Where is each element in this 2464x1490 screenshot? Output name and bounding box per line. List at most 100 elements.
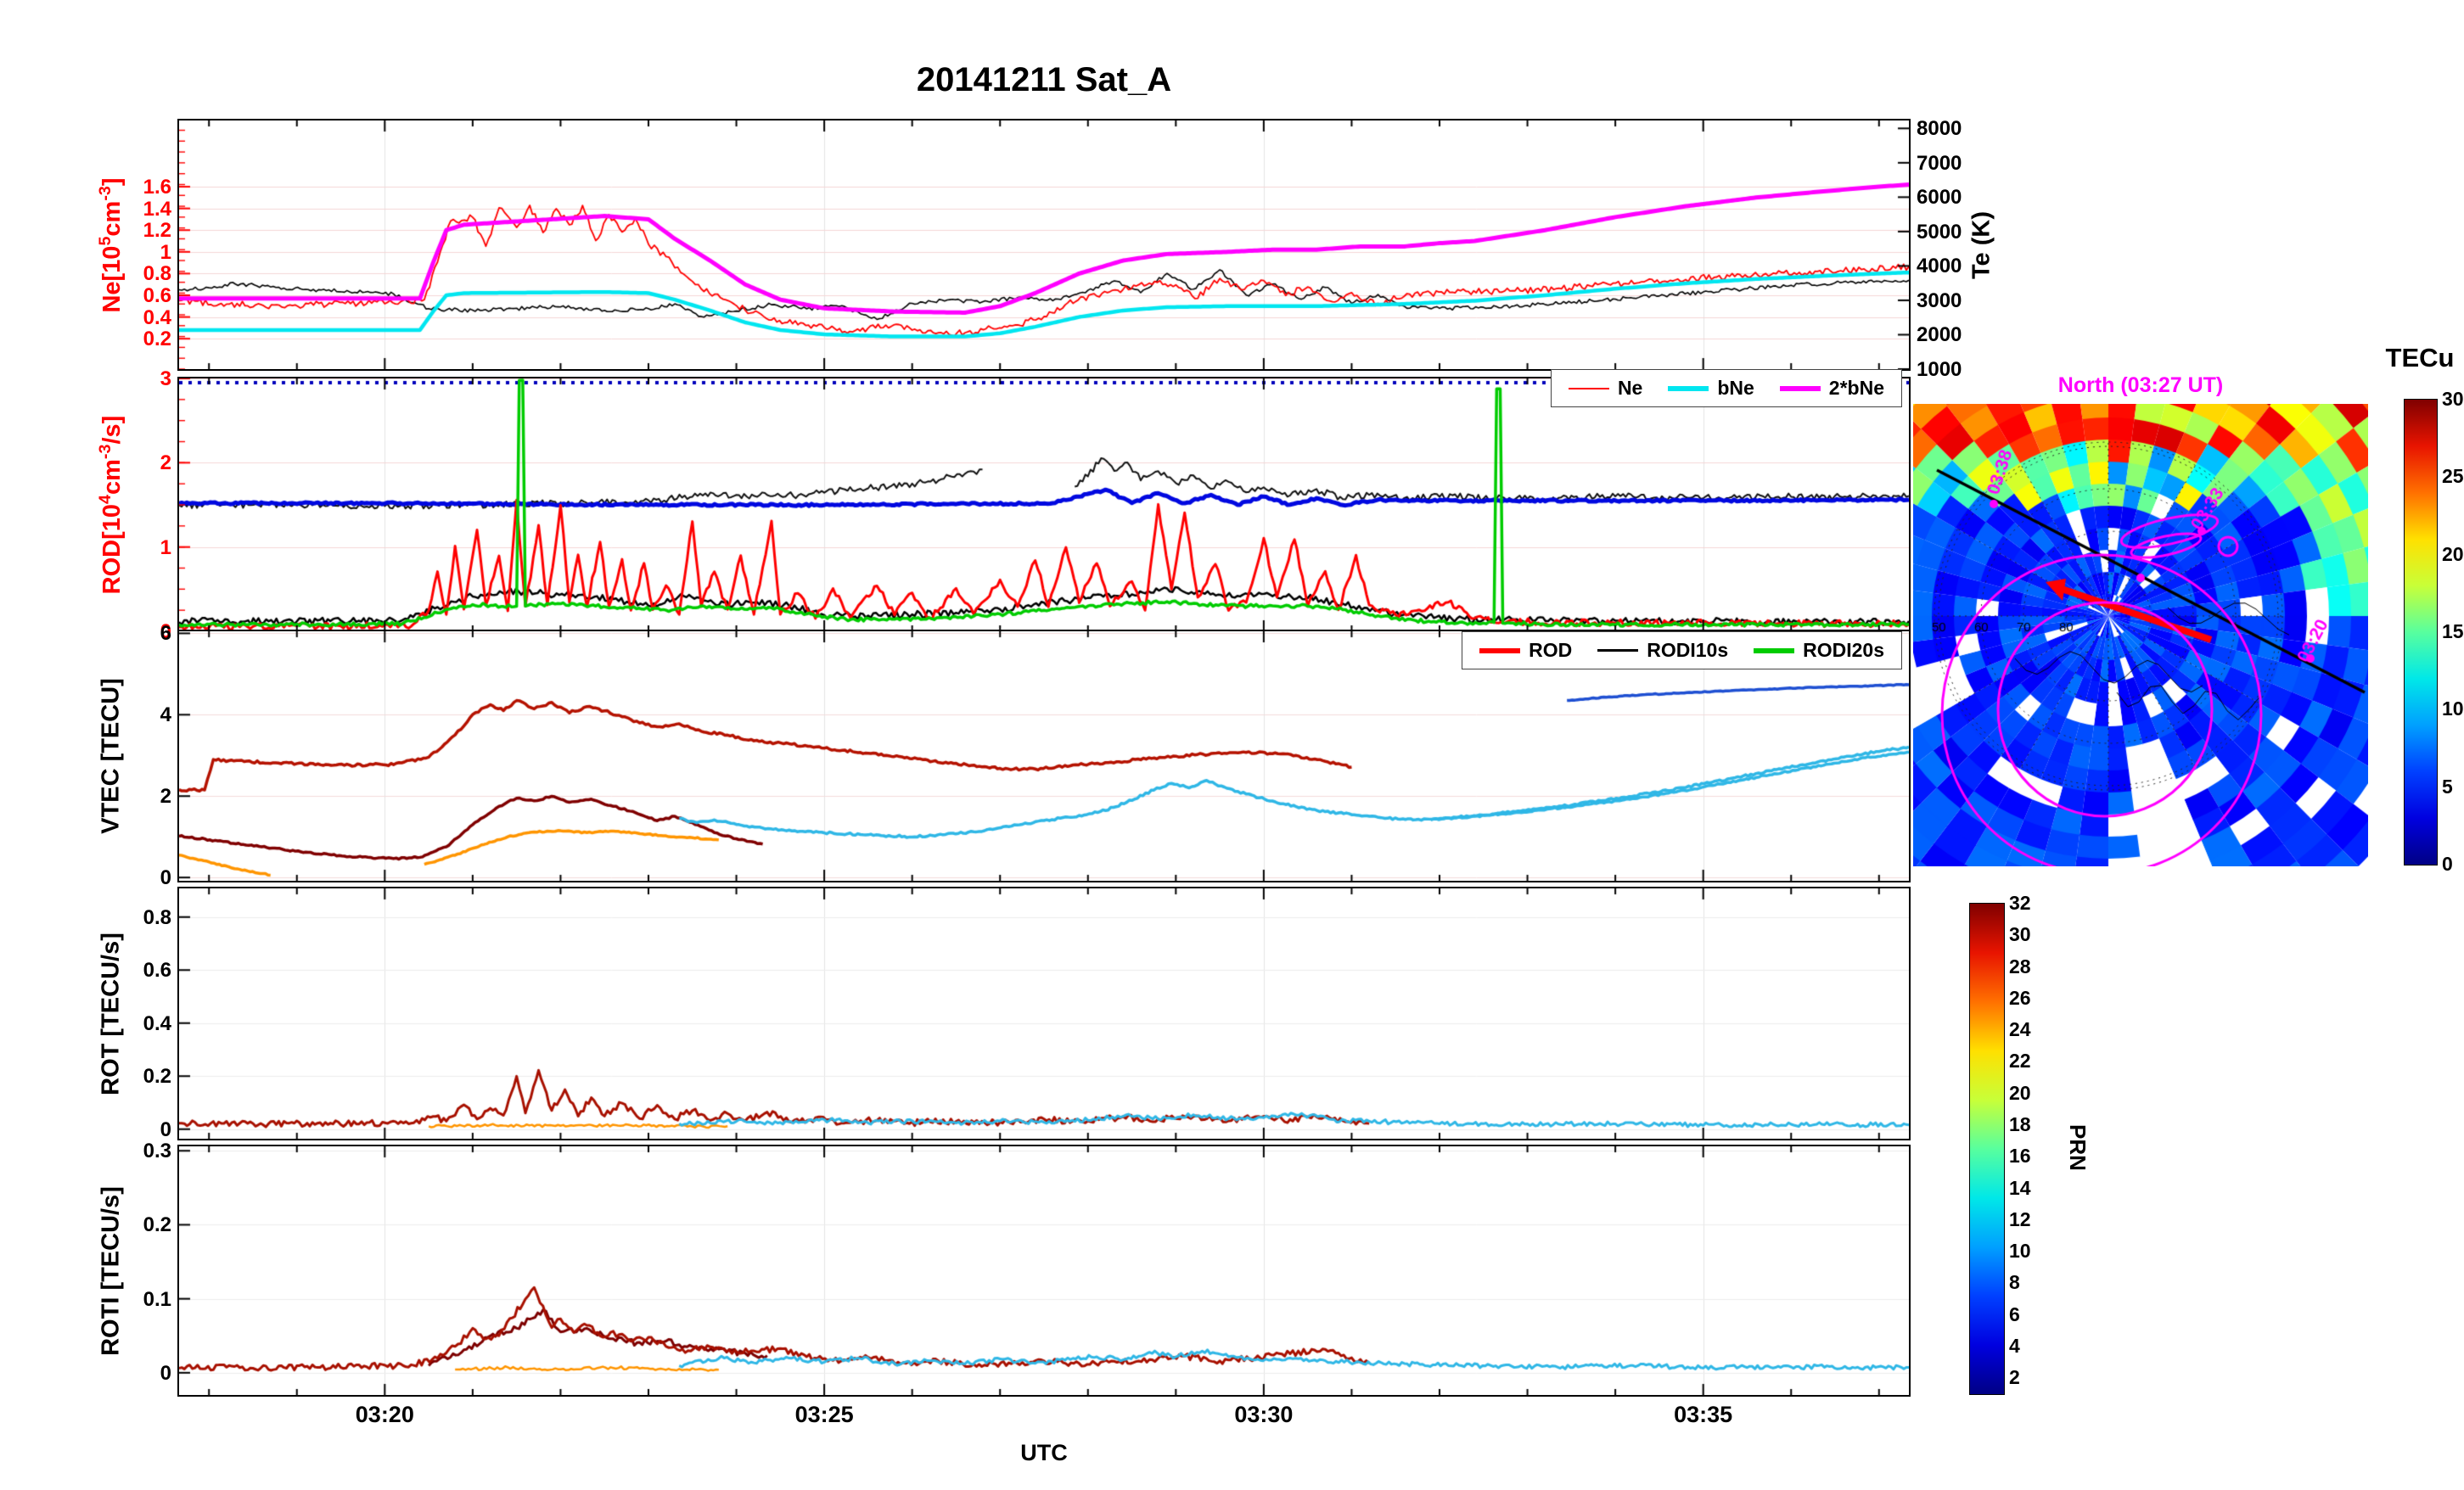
bne-line-swatch <box>1668 385 1709 391</box>
xtick-label: 03:30 <box>1234 1402 1294 1427</box>
prn-colorbar-tick: 26 <box>2009 986 2031 1009</box>
xtick-label: 03:20 <box>355 1402 414 1427</box>
ytick-label-right: 8000 <box>1917 117 1962 141</box>
ne-te-plot-canvas <box>179 120 1909 369</box>
rod-line-swatch <box>1479 647 1521 653</box>
tec-colorbar-tick: 15 <box>2442 620 2464 642</box>
prn-colorbar-tick: 22 <box>2009 1050 2031 1073</box>
tec-colorbar-tick: 0 <box>2442 853 2453 875</box>
ytick-label: 0.8 <box>143 262 171 286</box>
xtick-label: 03:35 <box>1674 1402 1733 1427</box>
x-axis-label: UTC <box>1020 1440 1068 1465</box>
tec-colorbar-tick: 30 <box>2442 388 2464 410</box>
ytick-label: 0.3 <box>143 1140 171 1163</box>
panel-ne-te: Ne[105cm-3] Te (K) Ne bNe 2*bNe 1.6 1.4 1.… <box>96 118 1995 407</box>
prn-colorbar-tick: 24 <box>2009 1018 2031 1041</box>
tec-colorbar-tick: 5 <box>2442 775 2453 798</box>
ytick-label: 0.8 <box>143 905 171 929</box>
ytick-label: 0.6 <box>143 959 171 983</box>
legend-item-2bne: 2*bNe <box>1779 377 1884 400</box>
te-axis-label: Te (K) <box>1967 210 1995 279</box>
ytick-label: 0.2 <box>143 328 171 351</box>
ytick-label: 0 <box>160 866 171 890</box>
prn-colorbar-tick: 18 <box>2009 1113 2031 1136</box>
prn-colorbar-tick: 30 <box>2009 923 2031 946</box>
panel-vtec: VTEC [TECU] 6 4 2 0 <box>98 623 1911 889</box>
rot-plot-canvas <box>179 888 1909 1139</box>
tec-colorbar <box>2404 399 2438 865</box>
legend-item-rodi20s: RODI20s <box>1754 639 1884 662</box>
ytick-label: 1 <box>160 535 171 559</box>
legend-label: ROD <box>1529 639 1573 661</box>
ytick-label: 6 <box>160 622 171 646</box>
panel-roti: ROTI [TECU/s] 0.3 0.2 0.1 0 <box>98 1140 1911 1397</box>
legend-label: Ne <box>1617 377 1643 399</box>
vtec-plot-canvas <box>179 631 1909 881</box>
ne-axis-label: Ne[105cm-3] <box>96 176 126 313</box>
rodi10s-line-swatch <box>1597 649 1639 652</box>
ytick-label: 4 <box>160 703 171 727</box>
prn-colorbar-tick: 4 <box>2009 1335 2020 1358</box>
prn-colorbar-tick: 32 <box>2009 892 2031 914</box>
tec-colorbar-title: TECu <box>2385 343 2455 372</box>
prn-colorbar <box>1969 903 2005 1395</box>
legend-label: bNe <box>1717 377 1754 399</box>
ytick-label-right: 3000 <box>1917 288 1962 312</box>
ytick-label: 0 <box>160 1361 171 1385</box>
ytick-label: 0.2 <box>143 1065 171 1089</box>
ytick-label: 1 <box>160 240 171 264</box>
legend-label: RODI20s <box>1803 639 1884 661</box>
ytick-label: 0.6 <box>143 283 171 307</box>
figure-title: 20141211 Sat_A <box>916 61 1172 98</box>
tec-colorbar-tick: 25 <box>2442 465 2464 488</box>
ytick-label-right: 4000 <box>1917 255 1962 278</box>
tec-colorbar-tick: 10 <box>2442 697 2464 720</box>
legend-item-rodi10s: RODI10s <box>1597 639 1728 662</box>
roti-plot-canvas <box>179 1146 1909 1395</box>
ytick-label: 0.1 <box>143 1287 171 1311</box>
ytick-label: 0.4 <box>143 305 171 329</box>
polar-tec-map <box>1913 404 2368 866</box>
roti-axis-label: ROTI [TECU/s] <box>97 1185 125 1356</box>
tec-colorbar-tick: 20 <box>2442 542 2464 565</box>
ytick-label: 2 <box>160 785 171 809</box>
legend-label: RODI10s <box>1647 639 1729 661</box>
legend-item-ne: Ne <box>1568 377 1643 400</box>
ytick-label: 0 <box>160 1118 171 1141</box>
prn-colorbar-tick: 2 <box>2009 1366 2020 1389</box>
ytick-label: 0.4 <box>143 1011 171 1035</box>
rod-axis-label: ROD[104cm-3/s] <box>96 415 126 595</box>
prn-colorbar-tick: 28 <box>2009 955 2031 977</box>
ytick-label: 3 <box>160 367 171 390</box>
ytick-label-right: 1000 <box>1917 358 1962 381</box>
prn-colorbar-tick: 20 <box>2009 1081 2031 1104</box>
prn-colorbar-label: PRN <box>2064 1124 2091 1171</box>
prn-colorbar-tick: 10 <box>2009 1240 2031 1263</box>
xtick-label: 03:25 <box>794 1402 854 1427</box>
rod-plot-canvas <box>179 378 1909 631</box>
ne-line-swatch <box>1568 387 1609 389</box>
ytick-label: 1.4 <box>143 197 171 221</box>
ytick-label: 0.2 <box>143 1213 171 1237</box>
legend-ne: Ne bNe 2*bNe <box>1550 369 1902 407</box>
legend-item-rod: ROD <box>1479 639 1572 662</box>
ytick-label: 0 <box>160 620 171 643</box>
rot-axis-label: ROT [TECU/s] <box>97 932 125 1095</box>
panel-rot: ROT [TECU/s] 0.8 0.6 0.4 0.2 0 <box>98 887 1911 1140</box>
ytick-label: 2 <box>160 451 171 475</box>
ytick-label: 1.2 <box>143 219 171 243</box>
prn-colorbar-tick: 8 <box>2009 1271 2020 1294</box>
ytick-label-right: 2000 <box>1917 323 1962 347</box>
ytick-label-right: 7000 <box>1917 151 1962 175</box>
prn-colorbar-tick: 12 <box>2009 1207 2031 1230</box>
legend-rod: ROD RODI10s RODI20s <box>1462 631 1902 669</box>
legend-label: 2*bNe <box>1828 377 1884 399</box>
vtec-axis-label: VTEC [TECU] <box>97 678 125 834</box>
ytick-label-right: 6000 <box>1917 186 1962 210</box>
panel-rod: ROD[104cm-3/s] ROD RODI10s RODI20s 3 2 1 0 <box>96 368 1911 669</box>
legend-item-bne: bNe <box>1668 377 1754 400</box>
prn-colorbar-tick: 6 <box>2009 1302 2020 1325</box>
2bne-line-swatch <box>1779 385 1821 391</box>
map-title: North (03:27 UT) <box>2057 373 2224 397</box>
